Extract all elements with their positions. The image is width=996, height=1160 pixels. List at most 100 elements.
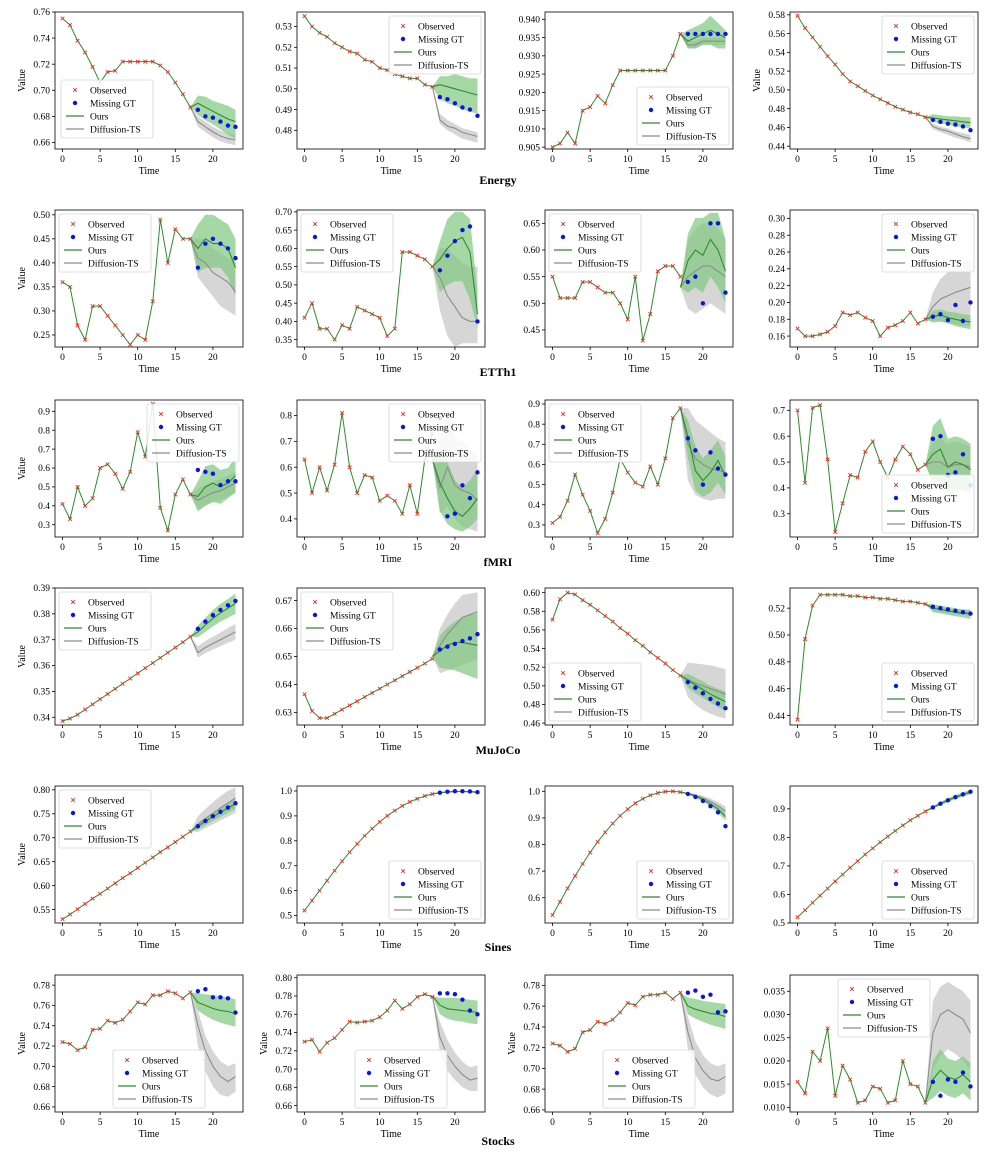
observed-point <box>332 711 337 716</box>
missing-gt-point <box>685 436 691 441</box>
x-tick-label: 5 <box>833 1118 838 1128</box>
x-axis-label: Time <box>139 1129 160 1140</box>
observed-point <box>128 59 133 64</box>
observed-point <box>825 53 830 59</box>
observed-point <box>633 638 638 643</box>
observed-point <box>415 665 420 670</box>
x-axis-label: Time <box>629 940 650 951</box>
y-tick-label: 0.22 <box>768 282 785 292</box>
y-tick-label: 0.9 <box>773 805 785 815</box>
legend-box <box>354 1049 448 1109</box>
observed-point <box>825 592 830 597</box>
x-tick-label: 20 <box>450 731 460 741</box>
legend-observed: Observed <box>418 867 455 877</box>
observed-point <box>407 76 412 81</box>
observed-point <box>825 1026 830 1031</box>
observed-point <box>633 1002 638 1008</box>
observed-point <box>105 462 110 467</box>
y-tick-label: 0.72 <box>523 1044 540 1054</box>
axes-frame <box>544 785 734 924</box>
observed-point <box>82 337 88 342</box>
observed-line <box>62 990 191 1051</box>
y-tick-label: 0.010 <box>764 1104 786 1114</box>
observed-point <box>60 719 65 724</box>
chart-panel-fmri-2: 0 5 10 15 20 0.4 0.5 0.6 0.7 0.8 Time Observed Missi… <box>280 399 486 565</box>
diffusion-band <box>190 992 236 1097</box>
x-axis-label: Time <box>139 940 160 951</box>
missing-gt-point <box>225 603 231 608</box>
legend: Observed Missing GT Ours Diffusion-TS <box>548 662 642 722</box>
missing-gt-point <box>437 94 443 100</box>
legend-observed-marker <box>893 482 899 488</box>
legend-ours: Ours <box>88 246 107 256</box>
legend-ours: Ours <box>911 507 930 517</box>
y-tick-label: 0.66 <box>275 1102 292 1112</box>
observed-point <box>173 492 178 497</box>
observed-point <box>400 249 405 255</box>
observed-point <box>870 93 875 98</box>
observed-point <box>75 712 80 717</box>
x-tick-label: 20 <box>943 1118 953 1128</box>
legend-ours: Ours <box>867 1011 886 1021</box>
observed-point <box>90 304 95 309</box>
legend-diffusion-ts: Diffusion-TS <box>142 1094 193 1105</box>
legend-ours: Ours <box>88 822 107 832</box>
y-tick-label: 0.30 <box>768 215 785 225</box>
missing-gt-point <box>467 789 473 794</box>
observed-point <box>113 881 118 886</box>
x-tick-label: 10 <box>868 1118 878 1128</box>
observed-point <box>618 625 623 631</box>
observed-point <box>113 68 118 73</box>
y-tick-label: 0.63 <box>275 709 292 719</box>
observed-point <box>595 608 600 613</box>
chart-panel-stocks-1: 0 5 10 15 20 0.66 0.68 0.70 0.72 0.74 0.76 0.78 Time… <box>17 974 244 1140</box>
observed-point <box>135 430 140 435</box>
missing-gt-point <box>452 991 458 997</box>
observed-point <box>840 310 845 315</box>
observed-point <box>407 1002 412 1007</box>
missing-gt-point <box>723 31 728 37</box>
observed-point <box>317 465 322 470</box>
plot-area <box>550 405 728 536</box>
observed-point <box>802 1091 808 1096</box>
observed-point <box>324 878 330 883</box>
observed-point <box>128 469 133 474</box>
y-tick-label: 0.9 <box>528 400 540 410</box>
x-tick-label: 10 <box>133 353 143 363</box>
x-tick-label: 0 <box>60 353 65 363</box>
observed-point <box>923 601 928 607</box>
observed-point <box>633 801 638 806</box>
ours-band <box>432 446 478 532</box>
legend-diffusion-ts: Diffusion-TS <box>330 258 381 269</box>
observed-point <box>400 511 405 516</box>
row-label-etth1: ETTh1 <box>480 365 517 379</box>
y-tick-label: 0.8 <box>528 420 540 430</box>
y-tick-label: 0.70 <box>33 1063 50 1073</box>
missing-gt-point <box>938 312 943 317</box>
observed-point <box>317 326 322 331</box>
observed-point <box>655 269 660 274</box>
observed-point <box>362 833 367 838</box>
x-tick-label: 0 <box>795 543 800 553</box>
legend-observed: Observed <box>632 1056 669 1066</box>
x-tick-label: 0 <box>60 155 65 165</box>
observed-point <box>370 312 375 317</box>
observed-point <box>825 329 830 334</box>
ours-band <box>680 408 726 497</box>
legend-missing-gt: Missing GT <box>330 611 376 621</box>
y-tick-label: 0.015 <box>764 1080 786 1090</box>
observed-point <box>588 850 593 855</box>
observed-point <box>105 691 110 697</box>
x-tick-label: 10 <box>133 543 143 553</box>
observed-point <box>165 528 170 533</box>
legend-observed-marker <box>400 23 406 29</box>
observed-point <box>60 1039 65 1045</box>
observed-point <box>557 141 563 146</box>
observed-point <box>550 617 555 622</box>
observed-point <box>908 818 913 823</box>
legend-observed: Observed <box>911 220 948 230</box>
observed-point <box>302 1039 307 1044</box>
y-tick-label: 0.24 <box>768 265 785 275</box>
y-tick-label: 0.68 <box>33 1083 50 1093</box>
x-tick-label: 0 <box>795 929 800 939</box>
